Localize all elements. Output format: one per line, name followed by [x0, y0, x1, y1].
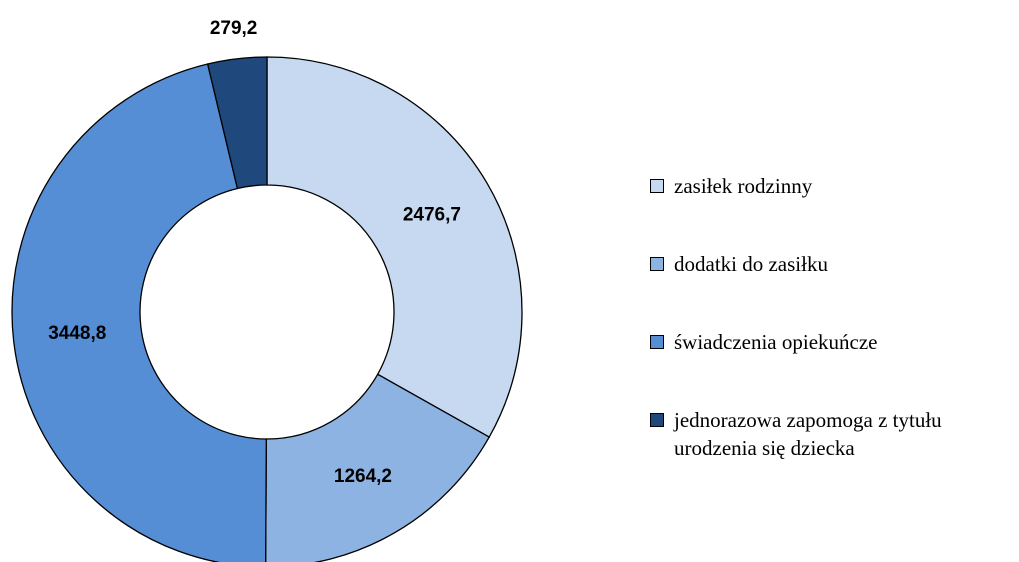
- legend-label: świadczenia opiekuńcze: [674, 330, 878, 354]
- data-label: 1264,2: [334, 466, 392, 487]
- legend-swatch: [650, 335, 664, 349]
- data-label: 279,2: [210, 18, 258, 39]
- donut-slice: [11, 63, 267, 562]
- legend-label: jednorazowa zapomoga z tytułu urodzenia …: [674, 408, 942, 460]
- legend-item: świadczenia opiekuńcze: [646, 328, 1018, 356]
- donut-slice: [264, 373, 491, 562]
- legend-label: dodatki do zasiłku: [674, 252, 828, 276]
- data-label: 2476,7: [403, 205, 461, 226]
- legend-swatch: [650, 413, 664, 427]
- data-label: 3448,8: [48, 323, 106, 344]
- legend-swatch: [650, 179, 664, 193]
- donut-slice: [266, 56, 523, 438]
- legend-item: jednorazowa zapomoga z tytułu urodzenia …: [646, 406, 1018, 462]
- legend: zasiłek rodzinny dodatki do zasiłku świadc…: [646, 172, 1018, 512]
- legend-swatch: [650, 257, 664, 271]
- legend-item: dodatki do zasiłku: [646, 250, 1018, 278]
- legend-item: zasiłek rodzinny: [646, 172, 1018, 200]
- legend-label: zasiłek rodzinny: [674, 174, 813, 198]
- donut-slice: [206, 56, 268, 190]
